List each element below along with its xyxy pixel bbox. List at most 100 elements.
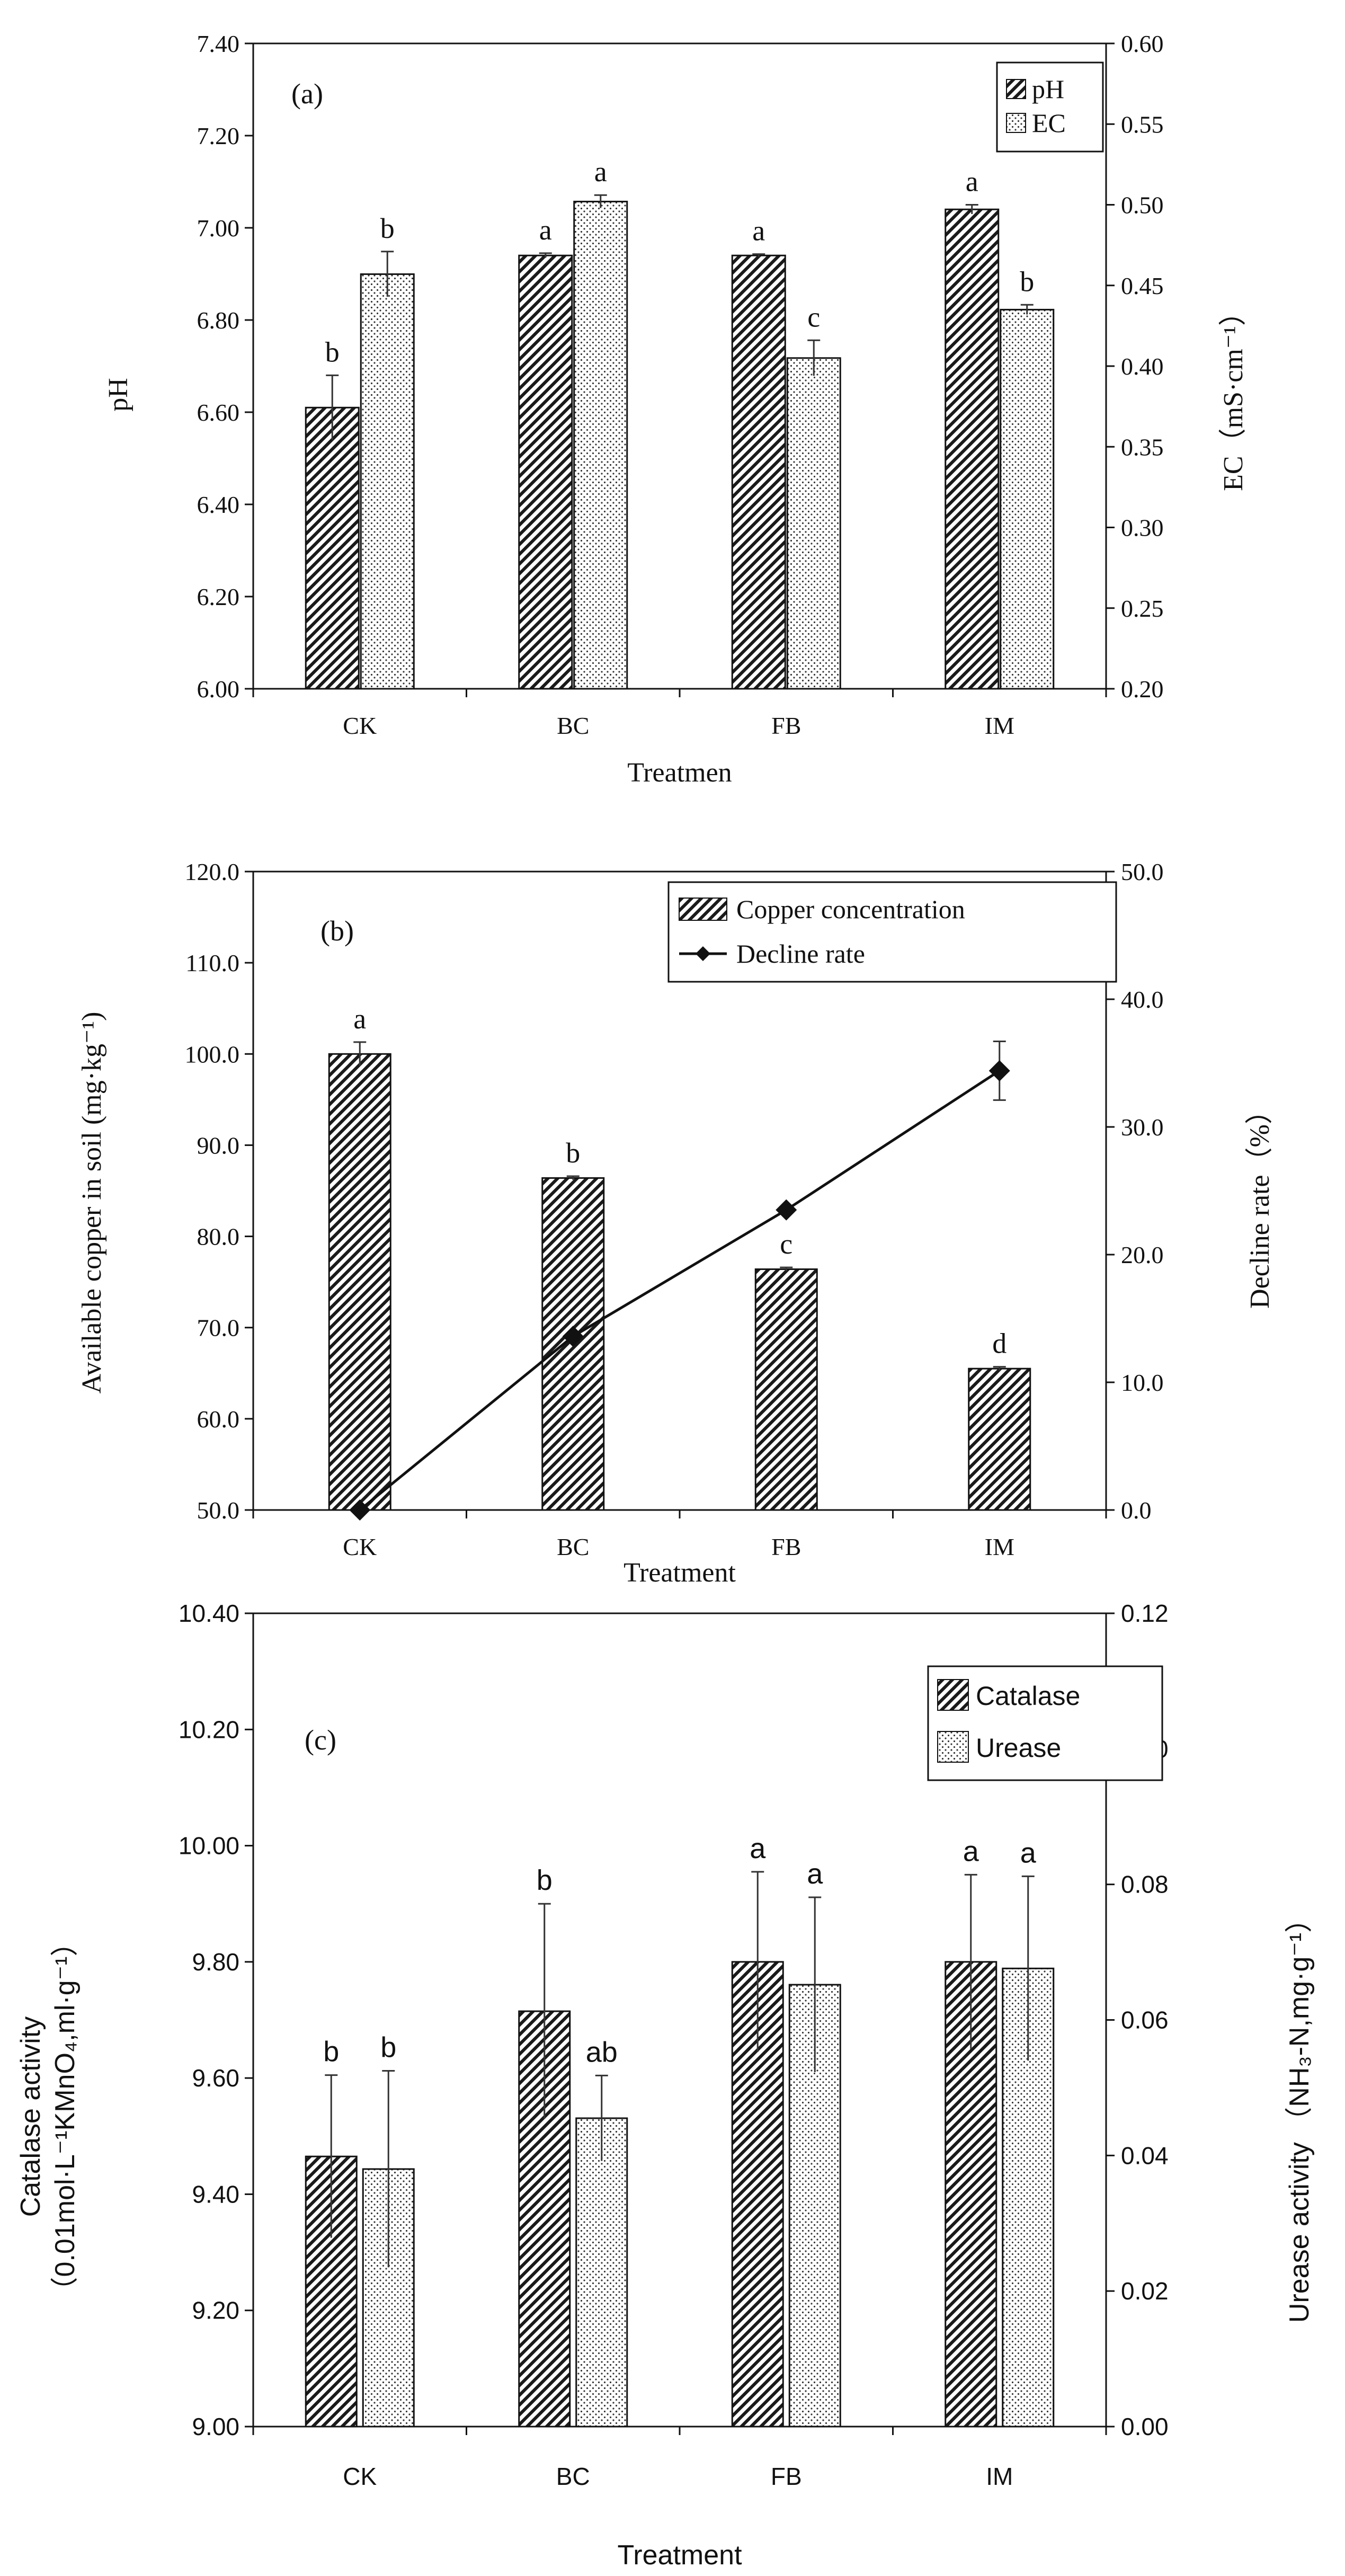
y2-tick-label: 0.12 xyxy=(1121,1600,1169,1627)
decline-rate-marker xyxy=(776,1199,797,1221)
legend-swatch-urease xyxy=(937,1731,969,1763)
significance-letter: a xyxy=(966,166,978,198)
panel-b-label: (b) xyxy=(320,915,354,947)
y-tick-label: 50.0 xyxy=(197,1497,240,1524)
y-tick-label: 6.80 xyxy=(197,307,240,334)
y-tick-label: 9.60 xyxy=(192,2064,239,2092)
y2-tick-label: 0.0 xyxy=(1121,1497,1152,1524)
y2-tick-label: 10.0 xyxy=(1121,1369,1164,1396)
bar-ec xyxy=(786,357,841,690)
legend-label-decline: Decline rate xyxy=(736,939,865,969)
significance-letter: d xyxy=(992,1328,1006,1360)
y2-tick-label: 0.50 xyxy=(1121,192,1164,219)
y-tick-label: 10.00 xyxy=(179,1832,239,1860)
y2-tick-label: 0.60 xyxy=(1121,30,1164,57)
y-tick-label: 70.0 xyxy=(197,1314,240,1342)
plot-area-2: 9.00 9.20 9.40 9.60 9.80 10.00 10.20 10.40 0.00 0… xyxy=(179,1600,1169,2490)
y-tick-label: 80.0 xyxy=(197,1223,240,1250)
legend-label-ec: EC xyxy=(1032,108,1066,138)
panel-c-y2label: Urease activity （NH₃-N,mg·g⁻¹） xyxy=(1284,1905,1315,2323)
y2-tick-label: 0.08 xyxy=(1121,1871,1169,1898)
plot-area-0: 6.00 6.20 6.40 6.60 6.80 7.00 7.20 7.40 0.20 0.25… xyxy=(197,30,1164,739)
panel-a-y2label: EC（mS·cm⁻¹） xyxy=(1218,298,1249,491)
panel-c-legend: Catalase Urease xyxy=(927,1665,1163,1781)
bar-copper-concentration xyxy=(754,1268,818,1511)
bar-copper-concentration xyxy=(968,1367,1031,1511)
y-tick-label: 6.40 xyxy=(197,491,240,518)
y-tick-label: 10.40 xyxy=(179,1600,239,1627)
legend-box xyxy=(996,61,1104,153)
y-tick-label: 120.0 xyxy=(185,858,240,885)
panel-c-ylabel-line1: Catalase activity xyxy=(15,2017,46,2217)
x-tick-label: BC xyxy=(556,2463,590,2490)
decline-rate-line xyxy=(359,1069,1001,1511)
legend-swatch-ph xyxy=(1006,79,1026,99)
panel-c-xlabel: Treatment xyxy=(617,2540,742,2571)
chart-panel-c: 9.00 9.20 9.40 9.60 9.80 10.00 10.20 10.40 0.00 0… xyxy=(15,1600,1315,2571)
y2-tick-label: 30.0 xyxy=(1121,1114,1164,1141)
significance-letter: b xyxy=(380,212,395,244)
significance-letter: b xyxy=(566,1137,580,1169)
y-tick-label: 7.20 xyxy=(197,122,240,149)
bar-copper-concentration xyxy=(328,1053,391,1511)
panel-b-legend: Copper concentration Decline rate xyxy=(667,881,1117,983)
legend-label-copper: Copper concentration xyxy=(736,894,965,924)
legend-label-ph: pH xyxy=(1032,74,1064,104)
y2-tick-label: 0.35 xyxy=(1121,433,1164,460)
significance-letter: b xyxy=(537,1864,553,1896)
y2-tick-label: 0.00 xyxy=(1121,2413,1169,2440)
legend-label-catalase: Catalase xyxy=(976,1681,1080,1711)
y2-tick-label: 40.0 xyxy=(1121,986,1164,1013)
y-tick-label: 110.0 xyxy=(185,949,239,976)
y2-tick-label: 50.0 xyxy=(1121,858,1164,885)
legend-swatch-catalase xyxy=(937,1679,969,1711)
significance-letter: b xyxy=(323,2036,339,2068)
panel-a-ylabel: pH xyxy=(103,378,133,412)
bar-ph xyxy=(945,208,1000,690)
panel-a-xlabel: Treatmen xyxy=(627,758,732,788)
y-tick-label: 7.40 xyxy=(197,30,240,57)
x-tick-label: BC xyxy=(557,712,589,739)
significance-letter: a xyxy=(963,1835,979,1867)
panel-c-label: (c) xyxy=(305,1724,336,1756)
x-tick-label: IM xyxy=(986,2463,1013,2490)
y-tick-label: 9.40 xyxy=(192,2180,239,2208)
decline-rate-marker xyxy=(349,1499,371,1521)
y2-tick-label: 20.0 xyxy=(1121,1241,1164,1268)
y-tick-label: 10.20 xyxy=(179,1716,239,1743)
y-tick-label: 90.0 xyxy=(197,1132,240,1159)
panel-b-ylabel: Available copper in soil (mg·kg⁻¹) xyxy=(77,1012,107,1394)
y-tick-label: 60.0 xyxy=(197,1406,240,1433)
significance-letter: c xyxy=(780,1228,792,1260)
y2-tick-label: 0.55 xyxy=(1121,111,1164,138)
significance-letter: a xyxy=(353,1003,366,1035)
y-tick-label: 6.00 xyxy=(197,676,240,703)
bar-ph xyxy=(518,254,573,690)
significance-letter: a xyxy=(594,156,607,188)
significance-letter: a xyxy=(1020,1837,1037,1869)
x-tick-label: IM xyxy=(985,1533,1014,1560)
x-tick-label: FB xyxy=(771,712,801,739)
y2-tick-label: 0.30 xyxy=(1121,514,1164,541)
panel-b-y2label: Decline rate（%） xyxy=(1245,1097,1275,1309)
panel-c-ylabel-line2: （0.01mol·L⁻¹KMnO₄,ml·g⁻¹） xyxy=(50,1929,81,2305)
significance-letter: a xyxy=(752,215,765,247)
legend-marker-decline xyxy=(696,946,710,961)
y2-tick-label: 0.20 xyxy=(1121,676,1164,703)
chart-panel-b: 50.0 60.0 70.0 80.0 90.0 100.0 110.0 120.0 0.0 10… xyxy=(77,858,1275,1588)
y-tick-label: 6.20 xyxy=(197,583,240,610)
decline-rate-marker xyxy=(988,1060,1010,1081)
significance-letter: a xyxy=(539,214,552,246)
significance-letter: ab xyxy=(586,2036,618,2068)
panel-b-xlabel: Treatment xyxy=(623,1558,736,1588)
x-tick-label: BC xyxy=(557,1533,589,1560)
x-tick-label: IM xyxy=(985,712,1014,739)
legend-label-urease: Urease xyxy=(976,1733,1061,1763)
bar-urease xyxy=(575,2117,628,2428)
y2-tick-label: 0.40 xyxy=(1121,353,1164,380)
significance-letter: b xyxy=(1020,265,1034,297)
bar-ph xyxy=(731,254,786,690)
plot-area-1: 50.0 60.0 70.0 80.0 90.0 100.0 110.0 120.0 0.0 10… xyxy=(185,858,1164,1560)
y2-tick-label: 0.45 xyxy=(1121,272,1164,299)
legend-swatch-ec xyxy=(1006,113,1026,133)
